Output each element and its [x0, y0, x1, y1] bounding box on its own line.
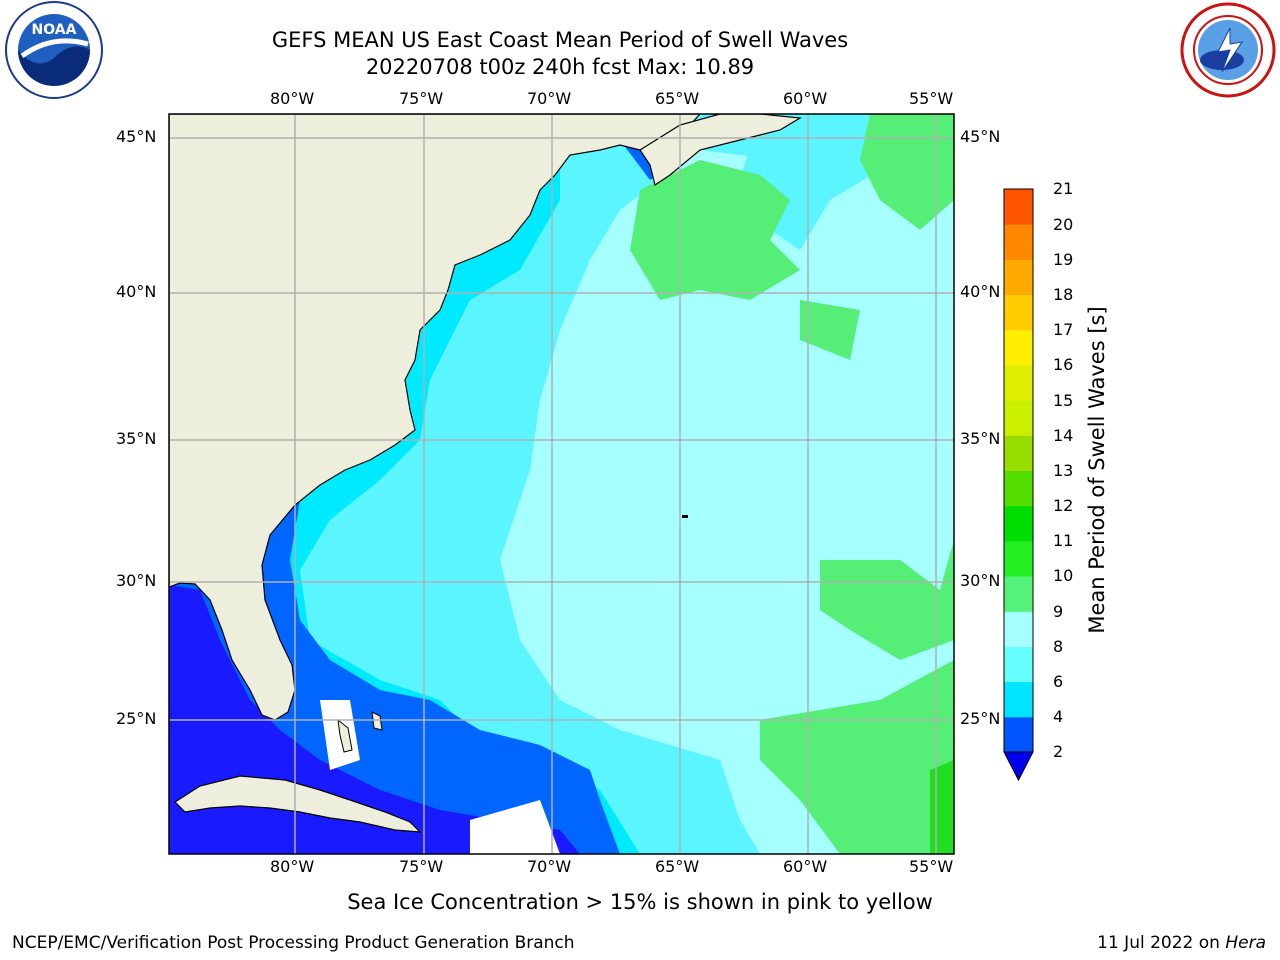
colorbar-tick: 4	[1053, 707, 1064, 726]
colorbar-tick: 21	[1053, 179, 1074, 198]
noaa-wordmark: NOAA	[32, 22, 77, 38]
lon-label-top-65w: 65°W	[655, 89, 700, 108]
lon-label-top-55w: 55°W	[909, 89, 954, 108]
graticule	[169, 114, 954, 854]
colorbar-tick: 8	[1053, 637, 1064, 656]
map-field	[169, 114, 954, 854]
lat-label-left-45n: 45°N	[116, 127, 157, 146]
colorbar-tick: 15	[1053, 391, 1074, 410]
colorbar-tick: 13	[1053, 461, 1074, 480]
bright-green-patch	[930, 760, 954, 854]
machine-name: Hera	[1225, 933, 1266, 953]
green-patch-north	[630, 160, 800, 300]
colorbar-segment	[1004, 294, 1033, 331]
colorbar-tick: 20	[1053, 215, 1074, 234]
colorbar-tick: 14	[1053, 426, 1074, 445]
colorbar-segment	[1004, 259, 1033, 296]
lon-label-bottom-80w: 80°W	[270, 857, 315, 876]
colorbar-tick: 18	[1053, 285, 1074, 304]
chart-title: GEFS MEAN US East Coast Mean Period of S…	[271, 28, 849, 52]
noaa-logo: NOAA	[5, 1, 103, 99]
green-patch-mid	[800, 300, 860, 360]
lat-label-right-45n: 45°N	[960, 127, 1001, 146]
chart-subtitle: 20220708 t00z 240h fcst Max: 10.89	[365, 55, 755, 79]
lon-label-bottom-75w: 75°W	[399, 857, 444, 876]
colorbar-segment	[1004, 505, 1033, 542]
colorbar-segment	[1004, 189, 1033, 225]
lon-label-top-70w: 70°W	[527, 89, 572, 108]
colorbar-segment	[1004, 470, 1033, 507]
colorbar-under-arrow	[1003, 751, 1034, 782]
colorbar-segment	[1004, 576, 1033, 612]
colorbar-segment	[1004, 681, 1033, 718]
sea-ice-note: Sea Ice Concentration > 15% is shown in …	[347, 890, 933, 914]
green-patch-ne	[860, 114, 954, 230]
lat-label-left-30n: 30°N	[116, 571, 157, 590]
lon-label-bottom-65w: 65°W	[655, 857, 700, 876]
colorbar-frame	[1003, 188, 1034, 753]
colorbar-tick: 12	[1053, 496, 1074, 515]
green-patch-east	[820, 540, 954, 660]
land-cuba	[174, 775, 422, 833]
generation-date-text: 11 Jul 2022 on	[1097, 933, 1226, 953]
colorbar-segment	[1004, 540, 1033, 577]
lat-label-right-30n: 30°N	[960, 571, 1001, 590]
lat-label-right-25n: 25°N	[960, 709, 1001, 728]
lon-label-top-80w: 80°W	[270, 89, 315, 108]
lon-label-bottom-55w: 55°W	[909, 857, 954, 876]
colorbar-segment	[1004, 435, 1033, 471]
generation-date: 11 Jul 2022 on Hera	[1097, 933, 1266, 953]
colorbar-tick: 17	[1053, 320, 1074, 339]
lat-label-right-35n: 35°N	[960, 429, 1001, 448]
colorbar-tick: 10	[1053, 566, 1074, 585]
colorbar-segment	[1004, 329, 1033, 366]
lon-label-bottom-60w: 60°W	[783, 857, 828, 876]
lat-label-right-40n: 40°N	[960, 282, 1001, 301]
colorbar-tick: 6	[1053, 672, 1064, 691]
land-bahamas-1	[337, 718, 353, 753]
lat-label-left-40n: 40°N	[116, 282, 157, 301]
nws-logo	[1180, 2, 1276, 98]
lon-label-top-60w: 60°W	[783, 89, 828, 108]
land-us	[169, 114, 701, 721]
masked-area-east	[470, 800, 560, 854]
colorbar-title: Mean Period of Swell Waves [s]	[1085, 306, 1109, 634]
lon-label-bottom-70w: 70°W	[527, 857, 572, 876]
colorbar-segment	[1004, 400, 1033, 436]
branch-credit: NCEP/EMC/Verification Post Processing Pr…	[12, 933, 575, 953]
colorbar	[1003, 189, 1034, 782]
colorbar-segment	[1004, 716, 1033, 753]
colorbar-segment	[1004, 646, 1033, 683]
colorbar-segment	[1004, 364, 1033, 401]
lat-label-left-35n: 35°N	[116, 429, 157, 448]
lon-label-top-75w: 75°W	[399, 89, 444, 108]
land-bahamas-2	[371, 711, 383, 731]
land-bermuda	[682, 515, 688, 518]
colorbar-tick: 16	[1053, 355, 1074, 374]
map-frame	[168, 113, 955, 855]
lat-label-left-25n: 25°N	[116, 709, 157, 728]
colorbar-tick: 9	[1053, 602, 1064, 621]
colorbar-segment	[1004, 611, 1033, 647]
colorbar-tick: 11	[1053, 531, 1074, 550]
colorbar-tick: 19	[1053, 250, 1074, 269]
colorbar-segment	[1004, 224, 1033, 260]
colorbar-tick: 2	[1053, 742, 1064, 761]
